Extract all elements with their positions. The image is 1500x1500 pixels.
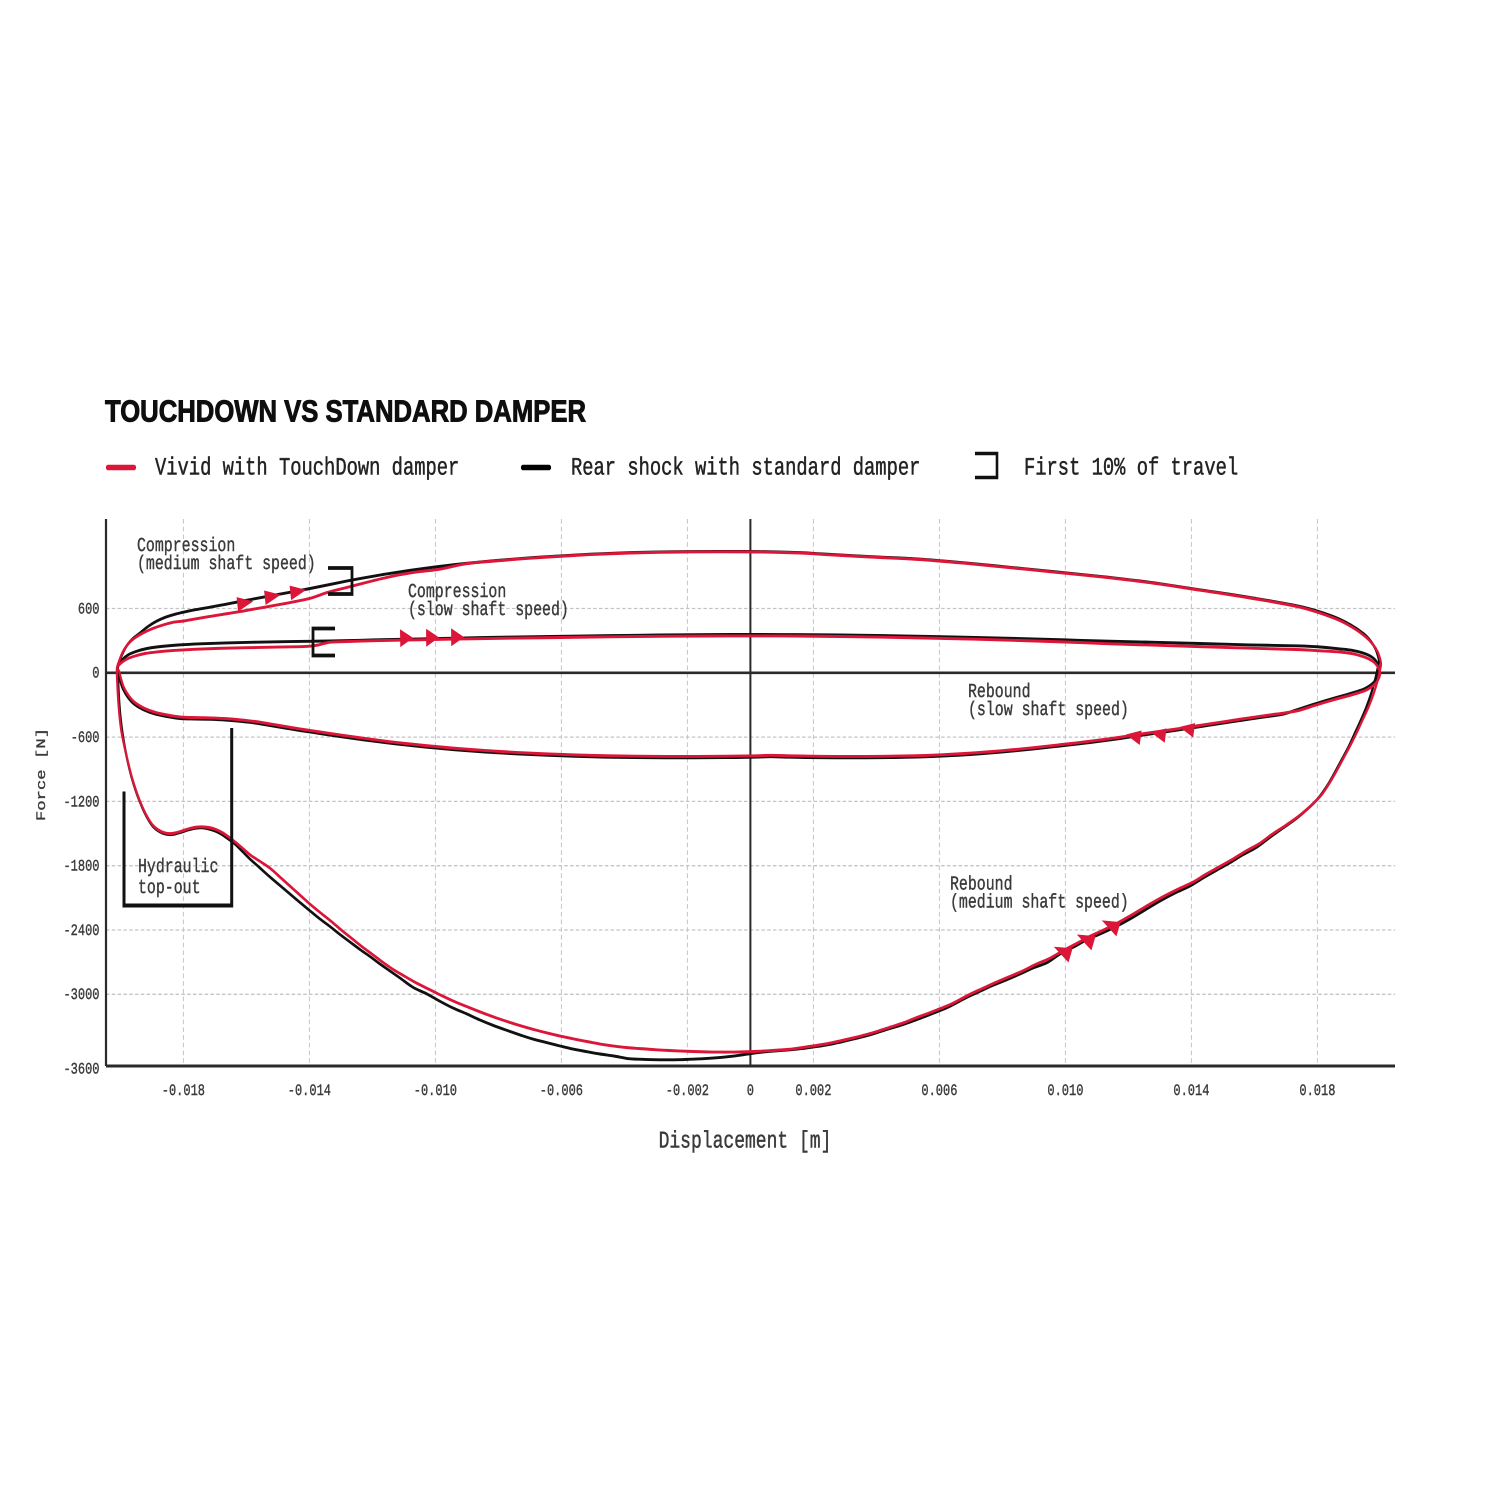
svg-text:Rebound: Rebound xyxy=(968,682,1031,703)
svg-text:Compression: Compression xyxy=(408,582,506,603)
svg-text:0: 0 xyxy=(92,664,99,683)
svg-text:-0.010: -0.010 xyxy=(414,1082,457,1101)
svg-text:(slow shaft speed): (slow shaft speed) xyxy=(968,700,1129,721)
svg-text:0.010: 0.010 xyxy=(1047,1082,1083,1101)
svg-text:Vivid with TouchDown damper: Vivid with TouchDown damper xyxy=(155,453,459,482)
svg-text:-3000: -3000 xyxy=(63,986,99,1005)
svg-text:TOUCHDOWN VS STANDARD DAMPER: TOUCHDOWN VS STANDARD DAMPER xyxy=(105,394,586,429)
svg-text:600: 600 xyxy=(78,600,100,619)
svg-text:-0.006: -0.006 xyxy=(540,1082,583,1101)
svg-text:-1800: -1800 xyxy=(63,857,99,876)
svg-text:top-out: top-out xyxy=(138,878,201,899)
svg-text:0.002: 0.002 xyxy=(795,1082,831,1101)
svg-text:Displacement [m]: Displacement [m] xyxy=(659,1129,832,1156)
svg-text:-2400: -2400 xyxy=(63,922,99,941)
svg-text:Rebound: Rebound xyxy=(950,875,1013,896)
svg-text:(medium shaft speed): (medium shaft speed) xyxy=(950,893,1129,914)
svg-text:0.018: 0.018 xyxy=(1299,1082,1335,1101)
svg-text:-600: -600 xyxy=(71,729,100,748)
svg-text:-0.002: -0.002 xyxy=(666,1082,709,1101)
svg-text:-3600: -3600 xyxy=(63,1060,99,1079)
svg-text:0: 0 xyxy=(747,1082,754,1101)
svg-text:Hydraulic: Hydraulic xyxy=(138,857,218,878)
svg-text:-0.018: -0.018 xyxy=(162,1082,205,1101)
svg-text:-0.014: -0.014 xyxy=(288,1082,331,1101)
svg-text:0.014: 0.014 xyxy=(1173,1082,1209,1101)
svg-text:First 10% of travel: First 10% of travel xyxy=(1024,453,1238,482)
svg-text:Force [N]: Force [N] xyxy=(34,728,49,821)
svg-text:(slow shaft speed): (slow shaft speed) xyxy=(408,600,569,621)
svg-text:Rear shock with standard dampe: Rear shock with standard damper xyxy=(571,453,920,482)
svg-text:-1200: -1200 xyxy=(63,793,99,812)
svg-text:0.006: 0.006 xyxy=(921,1082,957,1101)
svg-text:Compression: Compression xyxy=(137,536,235,557)
svg-text:(medium shaft speed): (medium shaft speed) xyxy=(137,554,316,575)
